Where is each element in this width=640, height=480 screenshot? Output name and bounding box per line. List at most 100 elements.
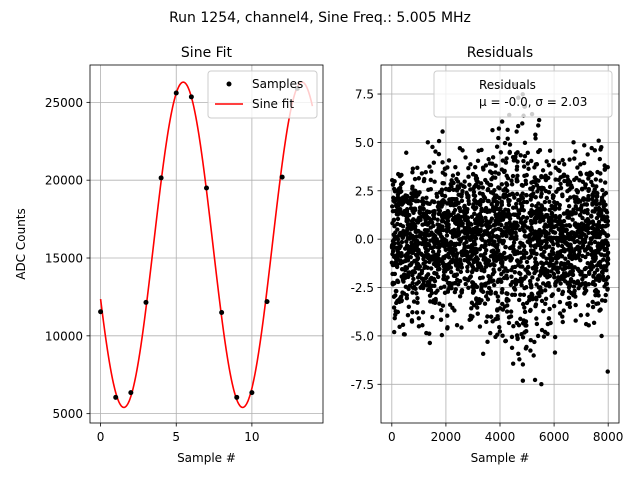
residual-point [509,245,514,250]
residual-point [408,224,413,230]
residual-point [450,305,455,310]
residual-point [585,152,590,157]
residual-point [454,322,460,328]
residual-point [534,297,539,302]
residual-point [477,222,483,227]
residual-point [493,222,498,227]
residual-point [511,212,516,217]
residual-point [401,332,407,337]
sine-fit-axes-frame [89,64,324,424]
residual-point [486,285,492,291]
residual-point [435,245,440,250]
residual-point [399,202,405,207]
residual-point [408,254,413,260]
residual-point [424,254,429,259]
residual-point [543,288,548,293]
residual-point [590,183,596,188]
residual-point [455,277,460,283]
residual-point [513,230,518,236]
residual-point [497,267,502,272]
residual-point [532,219,537,225]
legend-sine-fit-label: Sine fit [252,97,294,111]
residual-point [441,197,446,203]
residual-point [490,175,496,180]
sample-point [279,174,285,180]
residual-point [524,328,529,334]
residual-point [526,255,532,261]
residual-point [518,292,523,297]
residual-point [518,153,523,158]
residual-point [414,310,420,315]
residual-point [471,230,476,235]
residual-point [465,264,470,270]
residual-point [396,240,401,246]
residual-point [439,332,445,338]
residual-point [533,262,539,267]
residual-point [500,286,505,292]
residual-point [598,263,603,268]
residual-point [400,224,406,229]
residual-point [520,221,525,226]
residual-point [586,197,591,202]
residual-point [543,234,548,239]
residual-point [594,223,600,228]
residual-point [561,211,567,216]
residual-point [522,229,527,234]
residual-point [579,203,584,208]
residual-point [585,260,590,266]
residual-point [474,267,479,273]
sine-fit-curve [99,81,314,409]
residual-point [580,244,585,250]
residual-point [569,263,574,268]
residual-point [392,179,397,184]
residual-point [442,193,448,199]
residual-point [576,252,582,257]
residuals-y-ticks: -7.5 -5.0 -2.5 0.0 2.5 5.0 7.5 [351,88,381,392]
residual-point [547,244,552,249]
residual-point [564,227,569,233]
residual-point [588,236,593,241]
residual-point [431,160,437,165]
residual-point [598,178,603,183]
residual-point [505,268,510,274]
y-tick-label: -5.0 [351,329,374,343]
residual-point [449,178,454,183]
residual-point [594,234,599,240]
residual-point [542,199,548,205]
residual-point [501,232,506,237]
residual-point [541,334,547,339]
residual-point [462,184,467,190]
residual-point [544,159,549,164]
residual-point [443,186,449,192]
residual-point [406,270,411,276]
residual-point [599,333,604,339]
residual-point [521,158,526,164]
residual-point [450,250,456,256]
residual-point [544,256,549,261]
residual-point [575,190,580,195]
residual-point [490,161,495,166]
residual-point [516,297,522,303]
residual-point [469,269,475,275]
residual-point [439,308,444,313]
residual-point [445,280,451,286]
residual-point [502,168,507,174]
residual-point [486,198,491,204]
residual-point [523,323,528,328]
residual-point [559,274,565,279]
residual-point [452,207,458,213]
residual-point [535,333,541,339]
residual-point [566,285,572,290]
residual-point [427,340,433,346]
residual-point [410,166,416,171]
residual-point [431,216,437,221]
residual-point [474,301,480,306]
residual-point [421,178,427,184]
residual-point [593,229,599,234]
residual-point [518,250,523,255]
y-tick-label: 7.5 [355,88,374,102]
residual-point [552,350,558,355]
residual-point [519,282,524,288]
residual-point [479,266,484,272]
residual-point [605,261,611,266]
